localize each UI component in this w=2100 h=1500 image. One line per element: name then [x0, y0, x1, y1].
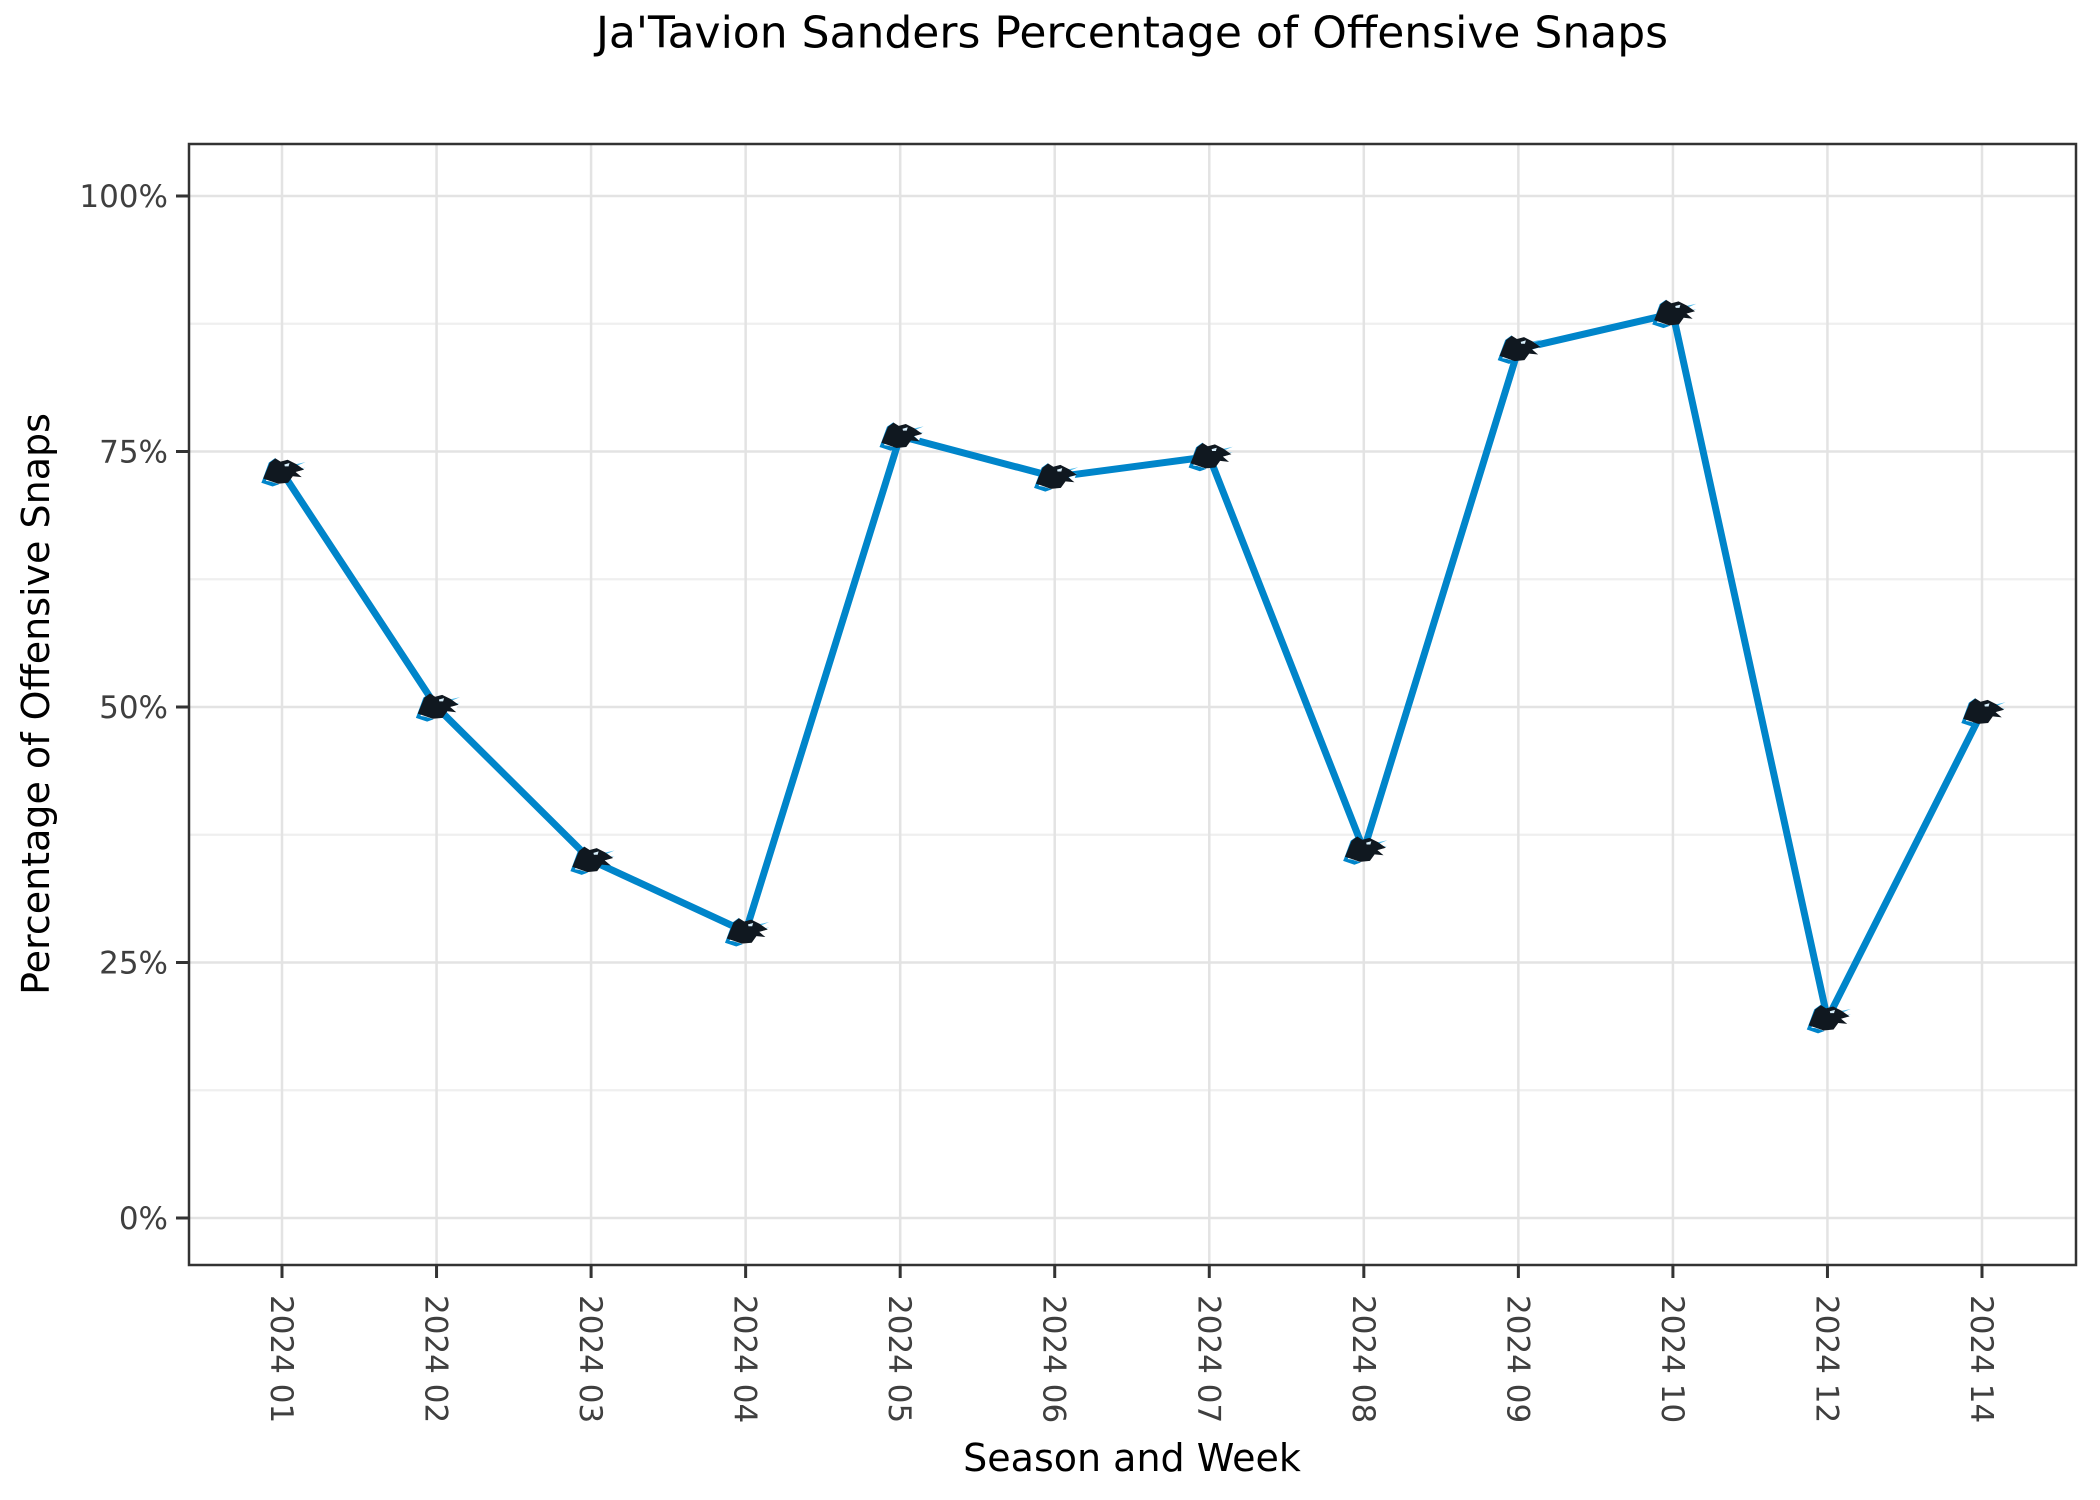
panthers-logo-marker: [1806, 1004, 1851, 1034]
panthers-logo-marker: [1188, 442, 1233, 472]
panthers-logo-icon: [1961, 698, 2006, 727]
panthers-logo-icon: [261, 457, 306, 487]
x-tick-label: 2024 05: [881, 1295, 917, 1423]
x-tick-label: 2024 10: [1654, 1295, 1690, 1423]
marker-layer: [261, 299, 2006, 1034]
x-tick-label: 2024 08: [1345, 1295, 1381, 1423]
x-axis-label: Season and Week: [963, 1436, 1301, 1480]
panthers-logo-icon: [1034, 462, 1079, 492]
panthers-logo-marker: [1034, 462, 1079, 492]
panthers-logo-marker: [1343, 836, 1388, 865]
panthers-logo-icon: [415, 692, 461, 722]
y-tick-label: 75%: [99, 435, 168, 471]
chart-title: Ja'Tavion Sanders Percentage of Offensiv…: [595, 7, 1669, 59]
panthers-logo-marker: [879, 422, 924, 451]
axis-ticks: [176, 194, 1984, 1278]
panel-border: [187, 142, 2078, 1267]
panthers-logo-marker: [1961, 698, 2006, 727]
x-tick-label: 2024 02: [418, 1295, 454, 1423]
panthers-logo-icon: [1497, 335, 1542, 364]
y-tick-label: 0%: [119, 1201, 168, 1237]
panthers-logo-marker: [415, 692, 461, 722]
snap-percentage-line: [278, 309, 1986, 1030]
vertical-gridlines: [280, 144, 1984, 1265]
panthers-logo-marker: [1497, 335, 1542, 364]
x-tick-label: 2024 01: [263, 1295, 299, 1423]
y-tick-label: 50%: [99, 690, 168, 726]
x-tick-label: 2024 14: [1963, 1295, 1999, 1423]
panthers-logo-icon: [1188, 442, 1233, 472]
x-tick-label: 2024 03: [572, 1295, 608, 1423]
y-tick-label: 25%: [99, 946, 168, 982]
major-gridlines: [189, 194, 2076, 1220]
snap-percentage-polyline: [278, 309, 1986, 1030]
x-tick-label: 2024 06: [1036, 1295, 1072, 1423]
x-tick-labels: 2024 01 2024 02 2024 03 2024 04 2024 05 2024 …: [263, 1295, 1999, 1423]
x-tick-label: 2024 09: [1499, 1295, 1535, 1423]
x-tick-label: 2024 12: [1808, 1295, 1844, 1423]
y-tick-labels: 0% 25% 50% 75% 100%: [79, 179, 168, 1237]
x-tick-label: 2024 04: [727, 1295, 763, 1423]
panthers-logo-icon: [879, 422, 924, 451]
y-tick-label: 100%: [79, 179, 168, 215]
minor-gridlines: [189, 322, 2076, 1092]
panthers-logo-icon: [1343, 836, 1388, 865]
panthers-logo-icon: [1806, 1004, 1851, 1034]
x-tick-label: 2024 07: [1190, 1295, 1226, 1423]
panthers-logo-marker: [261, 457, 306, 487]
